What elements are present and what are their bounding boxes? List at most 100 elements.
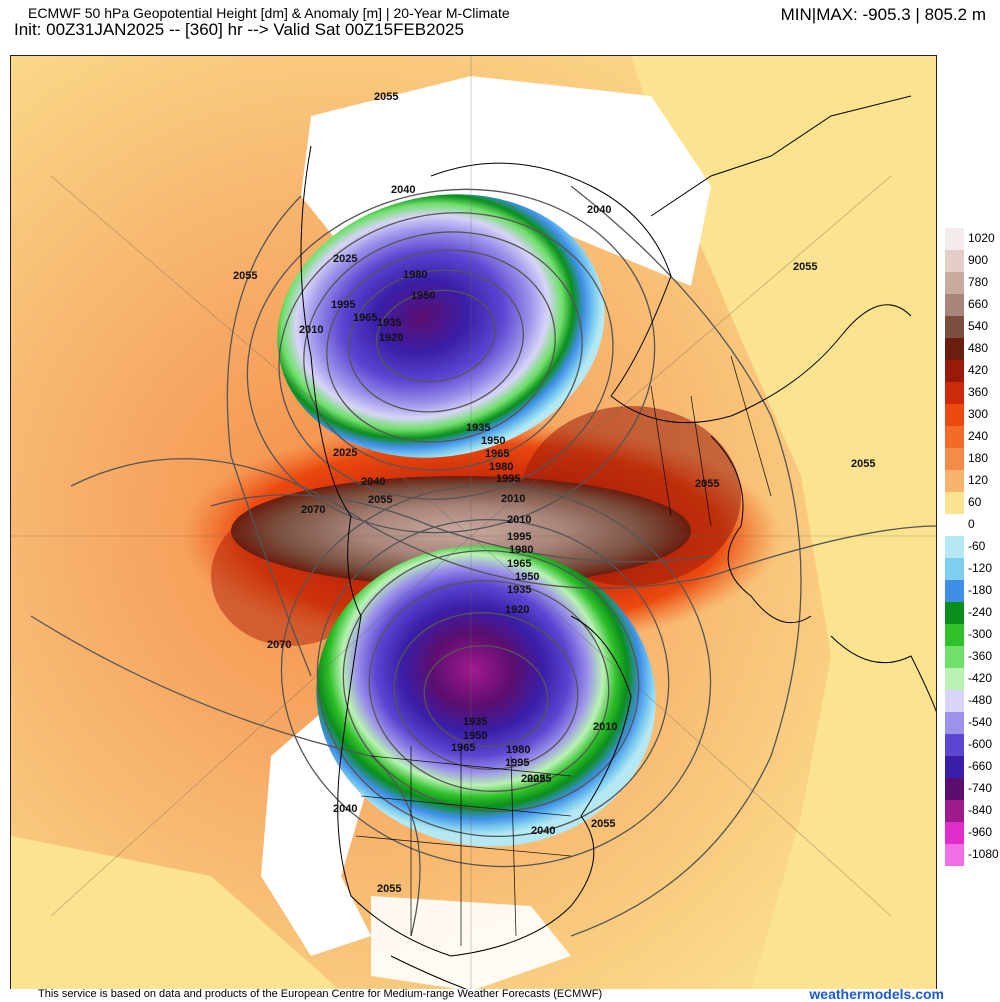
legend-label: 300 <box>968 407 989 421</box>
legend-label: 480 <box>968 341 989 355</box>
legend-swatch <box>945 426 964 448</box>
legend-swatch <box>945 558 964 580</box>
contour-label: 2010 <box>299 324 323 336</box>
contour-label: 1935 <box>507 584 531 596</box>
legend-swatch <box>945 646 964 668</box>
yellow-zone-southwest <box>11 836 339 989</box>
legend-label: -60 <box>968 539 986 553</box>
legend-label: -420 <box>968 671 993 685</box>
contour-label: 1980 <box>403 269 427 281</box>
legend-label: 0 <box>968 517 975 531</box>
contour-label: 2040 <box>587 204 611 216</box>
legend-label: -480 <box>968 693 993 707</box>
legend-label: 1020 <box>968 231 995 245</box>
contour-label: 2010 <box>507 514 531 526</box>
legend-label: 180 <box>968 451 989 465</box>
legend-label: -840 <box>968 803 993 817</box>
contour-label: 2070 <box>267 639 291 651</box>
coastlines <box>300 95 936 989</box>
legend-swatch <box>945 492 964 514</box>
contour-label: 1950 <box>411 290 435 302</box>
legend-label: -300 <box>968 627 993 641</box>
contour-label: 1920 <box>379 332 403 344</box>
legend-label: 120 <box>968 473 989 487</box>
contour-label: 2055 <box>793 261 817 273</box>
legend-swatch <box>945 800 964 822</box>
legend-label: 420 <box>968 363 989 377</box>
contour-label: 2025 <box>333 447 357 459</box>
contour-label: 1995 <box>331 299 355 311</box>
chart-title: ECMWF 50 hPa Geopotential Height [dm] & … <box>28 5 510 21</box>
legend-swatch <box>945 316 964 338</box>
negative-anomaly-south <box>316 545 656 847</box>
footer-credit: This service is based on data and produc… <box>38 988 603 1000</box>
contour-label: 2010 <box>593 721 617 733</box>
contour-label: 1935 <box>463 716 487 728</box>
contour-label: 2055 <box>851 458 875 470</box>
contour-label: 1980 <box>506 744 530 756</box>
state-borders <box>355 355 772 946</box>
legend-label: -240 <box>968 605 993 619</box>
legend-swatch <box>945 756 964 778</box>
legend-label: 360 <box>968 385 989 399</box>
contour-label: 1950 <box>481 435 505 447</box>
legend-label: -960 <box>968 825 993 839</box>
legend-swatch <box>945 294 964 316</box>
legend-label: -660 <box>968 759 993 773</box>
map-canvas: 2055204020252055199519801965195019351920… <box>11 56 936 989</box>
legend-label: 780 <box>968 275 989 289</box>
init-valid-time: Init: 00Z31JAN2025 -- [360] hr --> Valid… <box>14 20 464 39</box>
legend-label: -540 <box>968 715 993 729</box>
contour-label: 1965 <box>485 448 509 460</box>
contour-label: 2040 <box>391 184 415 196</box>
legend-swatch <box>945 536 964 558</box>
legend-swatch <box>945 624 964 646</box>
legend-swatch <box>945 514 964 536</box>
negative-anomaly-north <box>277 194 605 458</box>
legend-swatch <box>945 668 964 690</box>
contour-label: 1995 <box>496 473 520 485</box>
legend-label: -120 <box>968 561 993 575</box>
legend-label: -1080 <box>968 847 999 861</box>
contour-label: 2055 <box>368 494 392 506</box>
legend-label: -740 <box>968 781 993 795</box>
color-legend: 1020 900 780 660 540 480 420 360 300 240 180 120 60 0… <box>944 228 1000 868</box>
min-max-readout: MIN|MAX: -905.3 | 805.2 m <box>780 5 986 24</box>
legend-label: 540 <box>968 319 989 333</box>
contour-label: 2025 <box>521 773 545 785</box>
legend-swatch <box>945 382 964 404</box>
contour-label: 1950 <box>463 730 487 742</box>
contour-label: 2040 <box>333 803 357 815</box>
contour-label: 2055 <box>591 818 615 830</box>
contour-label: 2070 <box>301 504 325 516</box>
legend-swatch <box>945 690 964 712</box>
legend-swatch <box>945 844 964 866</box>
legend-label: 660 <box>968 297 989 311</box>
anomaly-map[interactable]: 2055 2040 2025 2055 1995 1980 1965 1950 1935 1920… <box>10 55 937 990</box>
contour-label: 1965 <box>353 312 377 324</box>
contour-label: 1965 <box>451 742 475 754</box>
legend-swatch <box>945 778 964 800</box>
contour-label: 2025 <box>333 253 357 265</box>
legend-label: 60 <box>968 495 982 509</box>
legend-swatch <box>945 338 964 360</box>
contour-label-layer: 2055204020252055199519801965195019351920… <box>233 91 875 895</box>
graticule <box>11 56 936 989</box>
legend-swatch <box>945 250 964 272</box>
contour-label: 1935 <box>466 422 490 434</box>
legend-label: 240 <box>968 429 989 443</box>
footer: This service is based on data and produc… <box>0 986 1000 1002</box>
legend-swatch <box>945 448 964 470</box>
legend-swatch <box>945 602 964 624</box>
yellow-zone-east <box>631 56 936 989</box>
legend-label: -180 <box>968 583 993 597</box>
contour-label: 1920 <box>505 604 529 616</box>
contour-label: 2055 <box>233 270 257 282</box>
legend-swatch <box>945 404 964 426</box>
contour-label: 1980 <box>509 544 533 556</box>
contour-label: 1980 <box>489 461 513 473</box>
legend-label: -360 <box>968 649 993 663</box>
footer-brand-link[interactable]: weathermodels.com <box>809 986 944 1002</box>
legend-swatch <box>945 712 964 734</box>
legend-swatch <box>945 822 964 844</box>
